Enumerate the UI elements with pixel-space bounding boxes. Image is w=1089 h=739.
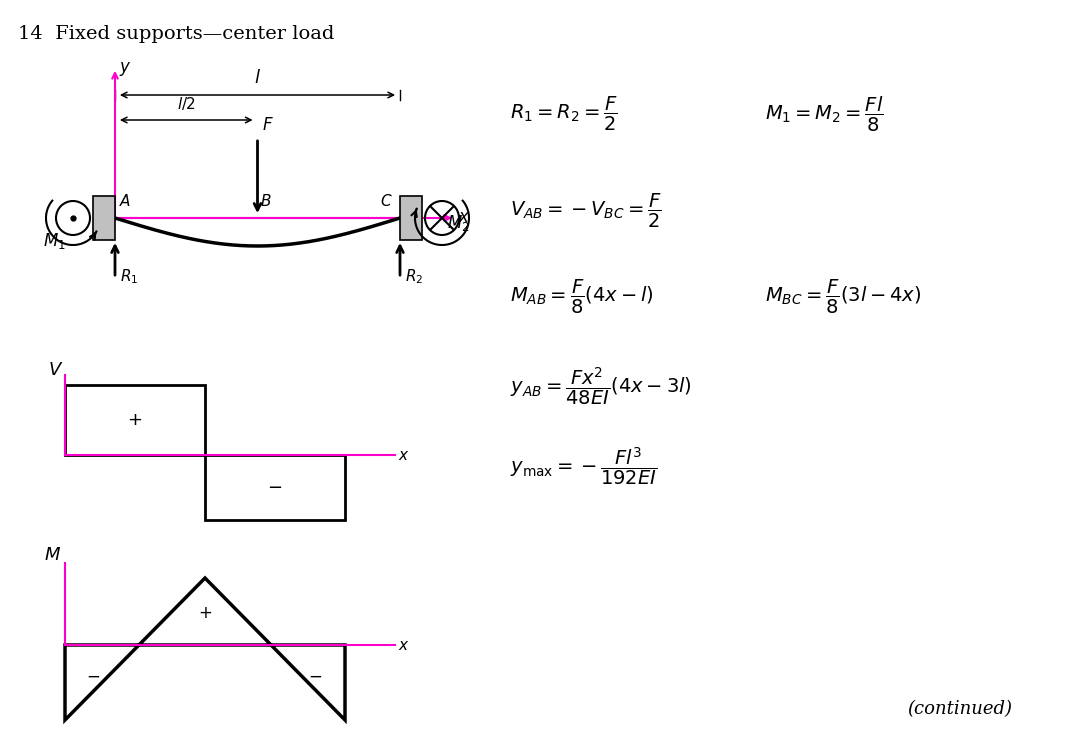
Text: $M_1$: $M_1$ — [42, 231, 65, 251]
Text: $M_{BC} = \dfrac{F}{8}(3l - 4x)$: $M_{BC} = \dfrac{F}{8}(3l - 4x)$ — [764, 278, 921, 316]
Text: 14  Fixed supports—center load: 14 Fixed supports—center load — [19, 25, 334, 43]
Text: $C$: $C$ — [380, 193, 393, 209]
Text: $B$: $B$ — [260, 193, 272, 209]
Text: (continued): (continued) — [907, 700, 1013, 718]
Text: $y$: $y$ — [119, 60, 132, 78]
Text: $R_1$: $R_1$ — [120, 267, 138, 286]
Text: $R_1 = R_2 = \dfrac{F}{2}$: $R_1 = R_2 = \dfrac{F}{2}$ — [510, 95, 617, 133]
Text: $x$: $x$ — [458, 209, 470, 226]
Text: +: + — [198, 604, 212, 622]
Text: $x$: $x$ — [397, 449, 409, 463]
Text: $A$: $A$ — [119, 193, 131, 209]
Text: −: − — [268, 478, 282, 497]
Text: $x$: $x$ — [397, 639, 409, 653]
Text: $F$: $F$ — [261, 117, 273, 134]
Bar — [93, 196, 115, 240]
Text: $y_{AB} = \dfrac{Fx^2}{48EI}(4x - 3l)$: $y_{AB} = \dfrac{Fx^2}{48EI}(4x - 3l)$ — [510, 365, 692, 407]
Text: $M$: $M$ — [44, 546, 61, 564]
Text: $M_1 = M_2 = \dfrac{Fl}{8}$: $M_1 = M_2 = \dfrac{Fl}{8}$ — [764, 95, 883, 134]
Text: $M_{AB} = \dfrac{F}{8}(4x - l)$: $M_{AB} = \dfrac{F}{8}(4x - l)$ — [510, 278, 653, 316]
Text: $R_2$: $R_2$ — [405, 267, 424, 286]
Text: $M_2$: $M_2$ — [446, 213, 469, 233]
Text: −: − — [308, 668, 322, 686]
Text: $y_{\rm max} = -\dfrac{Fl^3}{192EI}$: $y_{\rm max} = -\dfrac{Fl^3}{192EI}$ — [510, 445, 657, 487]
Text: $V_{AB} = -V_{BC} = \dfrac{F}{2}$: $V_{AB} = -V_{BC} = \dfrac{F}{2}$ — [510, 192, 662, 230]
Text: +: + — [127, 411, 143, 429]
Text: $V$: $V$ — [48, 361, 63, 379]
Text: $l/2$: $l/2$ — [176, 95, 196, 112]
Text: $l$: $l$ — [254, 69, 261, 87]
Text: −: − — [86, 668, 100, 686]
Bar — [400, 196, 423, 240]
